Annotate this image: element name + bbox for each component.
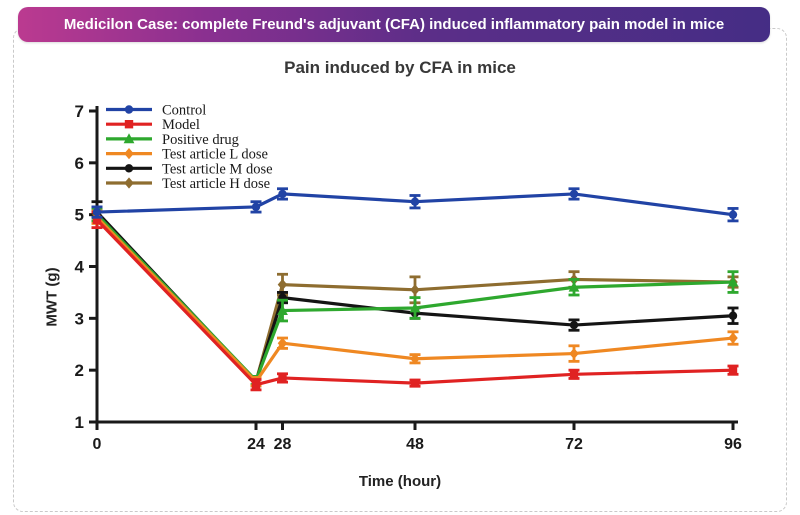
data-point-marker — [124, 164, 134, 173]
data-point-marker — [277, 279, 288, 291]
data-point-marker — [251, 380, 261, 389]
series-line — [95, 218, 734, 387]
data-point-marker — [277, 337, 288, 349]
data-point-marker — [728, 365, 738, 375]
legend-item: Test article M dose — [106, 161, 273, 177]
data-point-marker — [569, 189, 579, 199]
data-point-marker — [728, 332, 738, 344]
chart-title: Pain induced by CFA in mice — [284, 58, 516, 77]
y-tick-label: 4 — [75, 258, 85, 277]
legend-label: Model — [162, 117, 200, 133]
y-tick-label: 5 — [75, 206, 84, 225]
legend-label: Test article M dose — [162, 161, 273, 177]
legend-item: Control — [106, 103, 206, 119]
legend-label: Test article H dose — [162, 176, 270, 192]
x-tick-label: 96 — [724, 436, 742, 453]
data-point-marker — [568, 281, 580, 292]
data-point-marker — [278, 189, 287, 199]
y-tick-label: 1 — [75, 413, 84, 432]
x-tick-label: 28 — [274, 436, 292, 453]
legend-label: Test article L dose — [162, 147, 268, 163]
x-axis-ticks: 0 24 28 48 72 96 — [93, 422, 742, 453]
data-point-marker — [251, 202, 261, 212]
y-tick-label: 7 — [75, 102, 84, 121]
series-control — [91, 187, 739, 223]
data-point-marker — [124, 105, 134, 114]
data-point-marker — [569, 370, 579, 379]
data-point-marker — [410, 197, 420, 206]
series-model — [91, 210, 739, 392]
series-line — [95, 216, 734, 385]
data-point-marker — [124, 120, 134, 129]
banner-title: Medicilon Case: complete Freund's adjuva… — [18, 7, 770, 42]
y-tick-label: 3 — [75, 309, 84, 328]
x-tick-label: 24 — [247, 436, 265, 453]
legend-item: Test article L dose — [106, 147, 268, 163]
x-axis-label: Time (hour) — [358, 473, 442, 490]
data-point-marker — [410, 378, 420, 388]
legend-label: Control — [162, 103, 206, 119]
data-point-marker — [124, 177, 134, 189]
legend-item: Test article H dose — [106, 176, 270, 192]
x-tick-label: 72 — [565, 436, 583, 453]
data-point-marker — [569, 320, 579, 330]
legend-item: Model — [106, 117, 200, 133]
data-point-marker — [410, 353, 420, 365]
x-tick-label: 0 — [93, 436, 102, 453]
legend-item: Positive drug — [106, 132, 239, 148]
data-point-marker — [409, 302, 421, 313]
x-tick-label: 48 — [406, 436, 424, 453]
data-point-marker — [278, 373, 287, 383]
y-axis-ticks: 1 2 3 4 5 6 7 — [75, 102, 97, 432]
data-point-marker — [277, 304, 288, 315]
data-point-marker — [569, 347, 579, 360]
data-point-marker — [92, 215, 102, 225]
data-point-marker — [124, 148, 134, 160]
legend-label: Positive drug — [162, 132, 239, 148]
data-point-marker — [727, 276, 739, 287]
data-point-marker — [123, 133, 135, 144]
data-point-marker — [410, 284, 420, 296]
data-point-marker — [92, 207, 102, 217]
y-tick-label: 2 — [75, 361, 84, 380]
y-tick-label: 6 — [75, 154, 84, 173]
data-point-marker — [728, 210, 738, 219]
data-point-marker — [728, 311, 738, 320]
series-line — [96, 192, 734, 217]
